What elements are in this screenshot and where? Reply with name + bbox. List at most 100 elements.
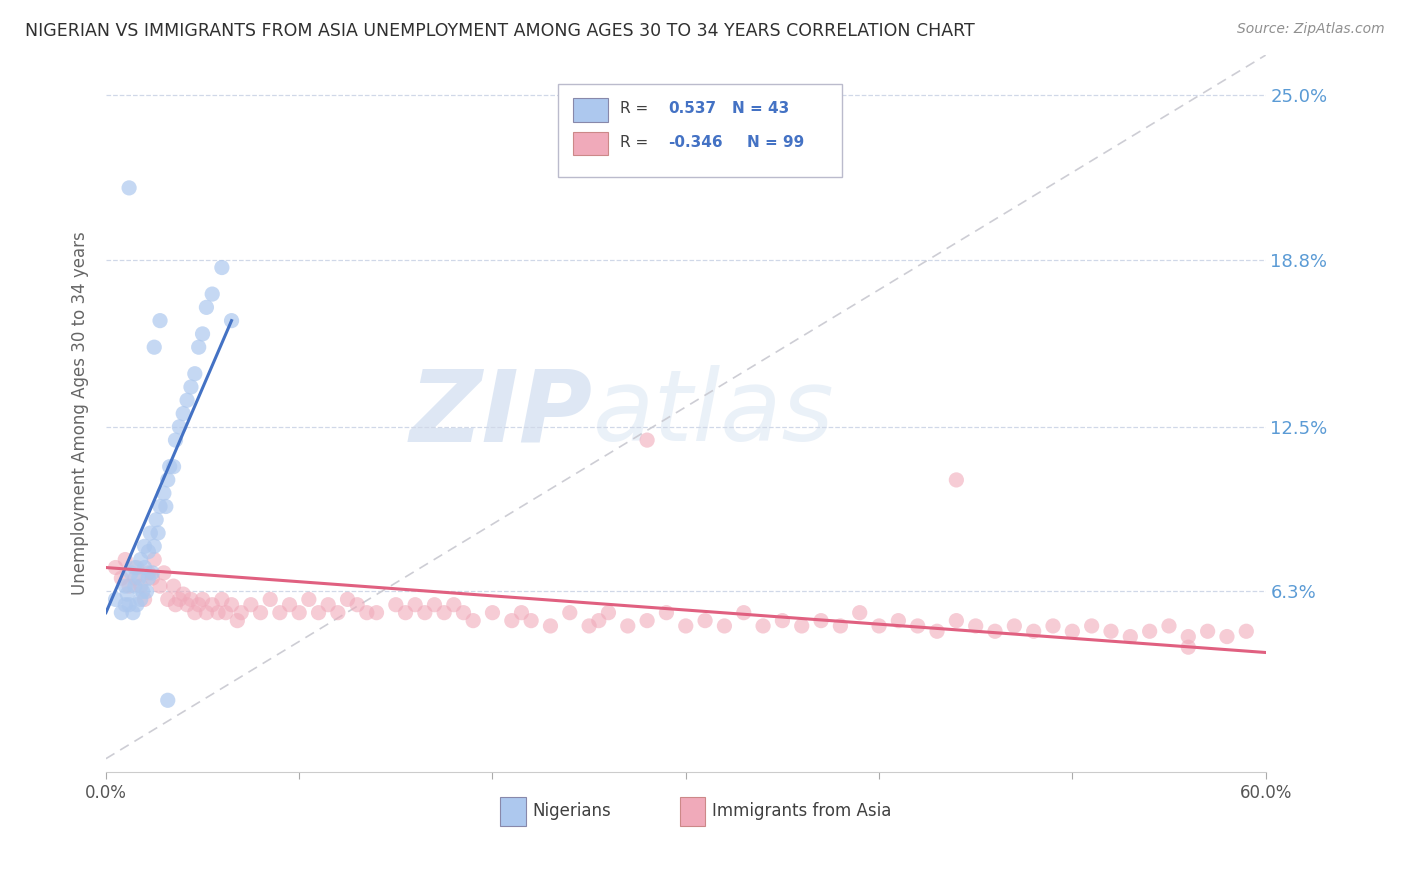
Text: Nigerians: Nigerians (533, 803, 612, 821)
Point (162, 459, 184, 474)
Point (925, 624, 948, 639)
Point (588, 614, 610, 628)
Point (1002, 619, 1025, 633)
Point (907, 619, 929, 633)
Point (110, 606, 132, 620)
Point (187, 598, 209, 612)
Text: R =: R = (620, 102, 652, 116)
Point (104, 592, 127, 607)
Point (770, 614, 793, 628)
Point (159, 459, 181, 474)
Point (1234, 624, 1257, 639)
Point (1139, 624, 1161, 639)
Point (830, 619, 852, 633)
Point (195, 301, 218, 315)
Point (278, 598, 301, 612)
Point (887, 614, 910, 628)
Point (143, 340, 166, 354)
Point (752, 619, 775, 633)
Point (191, 592, 214, 607)
Point (1216, 630, 1239, 644)
Point (138, 544, 160, 558)
Point (184, 606, 207, 620)
Point (139, 526, 162, 541)
Point (153, 486, 176, 500)
Point (141, 566, 163, 580)
Point (259, 592, 281, 607)
Point (138, 571, 160, 585)
Point (848, 606, 870, 620)
Point (385, 598, 408, 612)
Text: atlas: atlas (593, 365, 835, 462)
Point (118, 598, 141, 612)
Point (114, 579, 136, 593)
Bar (501, 797, 526, 826)
Point (636, 433, 658, 447)
Point (201, 287, 224, 301)
Point (510, 606, 533, 620)
Point (129, 552, 152, 566)
Point (945, 473, 967, 487)
Point (211, 592, 233, 607)
Point (149, 579, 172, 593)
Bar (574, 98, 607, 122)
Point (153, 566, 176, 580)
Point (156, 693, 179, 707)
Point (1177, 640, 1199, 655)
Bar (574, 132, 607, 155)
Point (104, 560, 127, 574)
Point (501, 614, 523, 628)
Point (165, 433, 187, 447)
Text: ZIP: ZIP (411, 365, 593, 462)
Point (366, 606, 388, 620)
Point (1177, 630, 1199, 644)
Point (172, 587, 194, 601)
Point (713, 619, 735, 633)
Point (984, 624, 1007, 639)
Point (195, 606, 218, 620)
Point (636, 614, 658, 628)
Point (481, 606, 503, 620)
Point (578, 619, 600, 633)
Point (540, 619, 562, 633)
Point (520, 614, 543, 628)
Point (945, 614, 967, 628)
Point (162, 579, 184, 593)
Point (394, 606, 416, 620)
Point (1119, 630, 1142, 644)
Point (114, 598, 136, 612)
Point (655, 606, 678, 620)
Point (1042, 619, 1064, 633)
Point (135, 584, 157, 599)
Point (124, 560, 146, 574)
Point (433, 606, 456, 620)
Text: N = 99: N = 99 (747, 135, 804, 150)
Point (733, 606, 755, 620)
Point (120, 566, 142, 580)
Point (790, 619, 813, 633)
Point (143, 552, 166, 566)
Point (558, 606, 581, 620)
Point (226, 614, 249, 628)
Point (249, 606, 271, 620)
Point (598, 606, 620, 620)
Point (149, 313, 172, 327)
FancyBboxPatch shape (558, 84, 842, 177)
Point (336, 592, 359, 607)
Point (269, 606, 291, 620)
Point (453, 606, 475, 620)
Point (180, 380, 202, 394)
Point (110, 571, 132, 585)
Point (176, 598, 198, 612)
Point (298, 592, 321, 607)
Point (221, 598, 243, 612)
Point (215, 606, 238, 620)
Point (288, 606, 311, 620)
Point (1022, 624, 1045, 639)
Point (1099, 624, 1122, 639)
Point (868, 619, 890, 633)
Point (1062, 624, 1084, 639)
Text: N = 43: N = 43 (733, 102, 789, 116)
Point (156, 592, 179, 607)
Text: Source: ZipAtlas.com: Source: ZipAtlas.com (1237, 22, 1385, 37)
